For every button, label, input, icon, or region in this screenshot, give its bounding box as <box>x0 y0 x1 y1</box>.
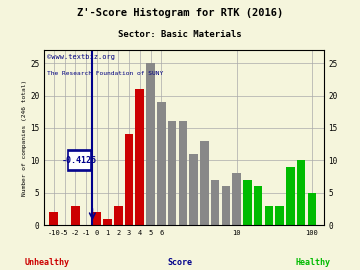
Text: ©www.textbiz.org: ©www.textbiz.org <box>47 54 115 60</box>
Text: Sector: Basic Materials: Sector: Basic Materials <box>118 30 242 39</box>
Bar <box>114 206 123 225</box>
Text: The Research Foundation of SUNY: The Research Foundation of SUNY <box>47 71 163 76</box>
Bar <box>168 122 176 225</box>
Bar <box>49 212 58 225</box>
Bar <box>232 173 241 225</box>
Y-axis label: Number of companies (246 total): Number of companies (246 total) <box>22 80 27 196</box>
Bar <box>265 206 273 225</box>
FancyBboxPatch shape <box>68 150 91 171</box>
Text: Unhealthy: Unhealthy <box>24 258 69 267</box>
Bar <box>71 206 80 225</box>
Bar <box>221 186 230 225</box>
Text: Healthy: Healthy <box>296 258 331 267</box>
Bar <box>254 186 262 225</box>
Bar <box>146 63 155 225</box>
Bar <box>135 89 144 225</box>
Bar <box>103 219 112 225</box>
Bar <box>200 141 209 225</box>
Bar <box>286 167 294 225</box>
Bar <box>157 102 166 225</box>
Text: Z'-Score Histogram for RTK (2016): Z'-Score Histogram for RTK (2016) <box>77 8 283 18</box>
Text: Score: Score <box>167 258 193 267</box>
Bar <box>307 193 316 225</box>
Bar <box>243 180 252 225</box>
Bar <box>125 134 133 225</box>
Bar <box>275 206 284 225</box>
Bar <box>179 122 187 225</box>
Bar <box>93 212 101 225</box>
Bar <box>189 154 198 225</box>
Text: -0.4126: -0.4126 <box>62 156 97 165</box>
Bar <box>211 180 219 225</box>
Bar <box>297 160 305 225</box>
